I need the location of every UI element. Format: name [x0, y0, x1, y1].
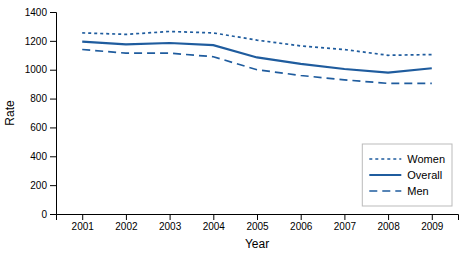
x-tick-mark: [126, 214, 127, 220]
y-tick-mark: [50, 214, 56, 215]
x-tick: 2001: [72, 214, 95, 232]
x-tick-label: 2003: [159, 221, 182, 232]
y-tick-label: 400: [30, 151, 47, 162]
x-tick-mark: [213, 214, 214, 220]
x-tick-mark: [432, 214, 433, 220]
x-tick-label: 2004: [203, 221, 226, 232]
y-tick: 800: [30, 93, 56, 104]
y-tick-label: 1400: [25, 7, 48, 18]
x-tick-mark: [344, 214, 345, 220]
y-tick-mark: [50, 41, 56, 42]
x-axis-line: [57, 215, 459, 221]
x-tick: 2009: [421, 214, 444, 232]
x-tick-label: 2006: [290, 221, 313, 232]
x-tick-mark: [170, 214, 171, 220]
y-tick-label: 800: [30, 93, 47, 104]
x-axis-title: Year: [245, 237, 269, 251]
legend-label: Men: [407, 185, 428, 197]
x-tick-mark: [301, 214, 302, 220]
x-tick-label: 2005: [246, 221, 269, 232]
y-tick-mark: [50, 12, 56, 13]
y-tick: 1400: [25, 7, 56, 18]
x-tick: 2007: [334, 214, 357, 232]
y-tick-label: 1200: [25, 36, 48, 47]
y-tick-mark: [50, 156, 56, 157]
series-line: [82, 42, 432, 73]
x-tick: 2008: [377, 214, 400, 232]
legend-label: Overall: [407, 169, 442, 181]
series-line: [82, 50, 432, 84]
x-tick-label: 2007: [334, 221, 357, 232]
y-axis: 0 200 400 600 800 1000 1200 1400: [25, 7, 57, 220]
legend-swatch: [369, 174, 401, 176]
y-axis-line: [50, 13, 57, 215]
y-tick-mark: [50, 185, 56, 186]
plot: 2001 2002 2003 2004 2005 2006 2007 2008 2009 0 200…: [25, 7, 459, 232]
x-axis: 2001 2002 2003 2004 2005 2006 2007 2008 2009: [57, 214, 459, 232]
legend-label: Women: [407, 153, 445, 165]
y-tick-label: 0: [41, 209, 47, 220]
x-tick: 2003: [159, 214, 182, 232]
x-tick: 2002: [115, 214, 138, 232]
x-tick: 2005: [246, 214, 269, 232]
y-axis-title: Rate: [3, 100, 17, 126]
y-tick-label: 1000: [25, 64, 48, 75]
x-tick-mark: [82, 214, 83, 220]
y-tick: 200: [30, 180, 56, 191]
legend: Women Overall Men: [362, 144, 452, 206]
x-tick-mark: [388, 214, 389, 220]
lines: [82, 31, 432, 83]
x-tick-label: 2001: [72, 221, 95, 232]
y-tick: 600: [30, 122, 56, 133]
x-tick: 2004: [203, 214, 226, 232]
x-tick-label: 2008: [377, 221, 400, 232]
y-tick-label: 600: [30, 122, 47, 133]
y-tick-label: 200: [30, 180, 47, 191]
y-tick: 1000: [25, 64, 56, 75]
x-tick-label: 2002: [115, 221, 138, 232]
y-tick-mark: [50, 127, 56, 128]
legend-swatch: [369, 158, 401, 160]
x-tick: 2006: [290, 214, 313, 232]
x-tick-label: 2009: [421, 221, 444, 232]
y-tick: 1200: [25, 36, 56, 47]
legend-swatch: [369, 190, 401, 192]
chart: 2001 2002 2003 2004 2005 2006 2007 2008 2009 0 200…: [0, 0, 474, 254]
y-tick: 400: [30, 151, 56, 162]
legend-frame: [362, 144, 452, 206]
y-tick: 0: [41, 209, 56, 220]
x-tick-mark: [257, 214, 258, 220]
y-tick-mark: [50, 70, 56, 71]
y-tick-mark: [50, 99, 56, 100]
